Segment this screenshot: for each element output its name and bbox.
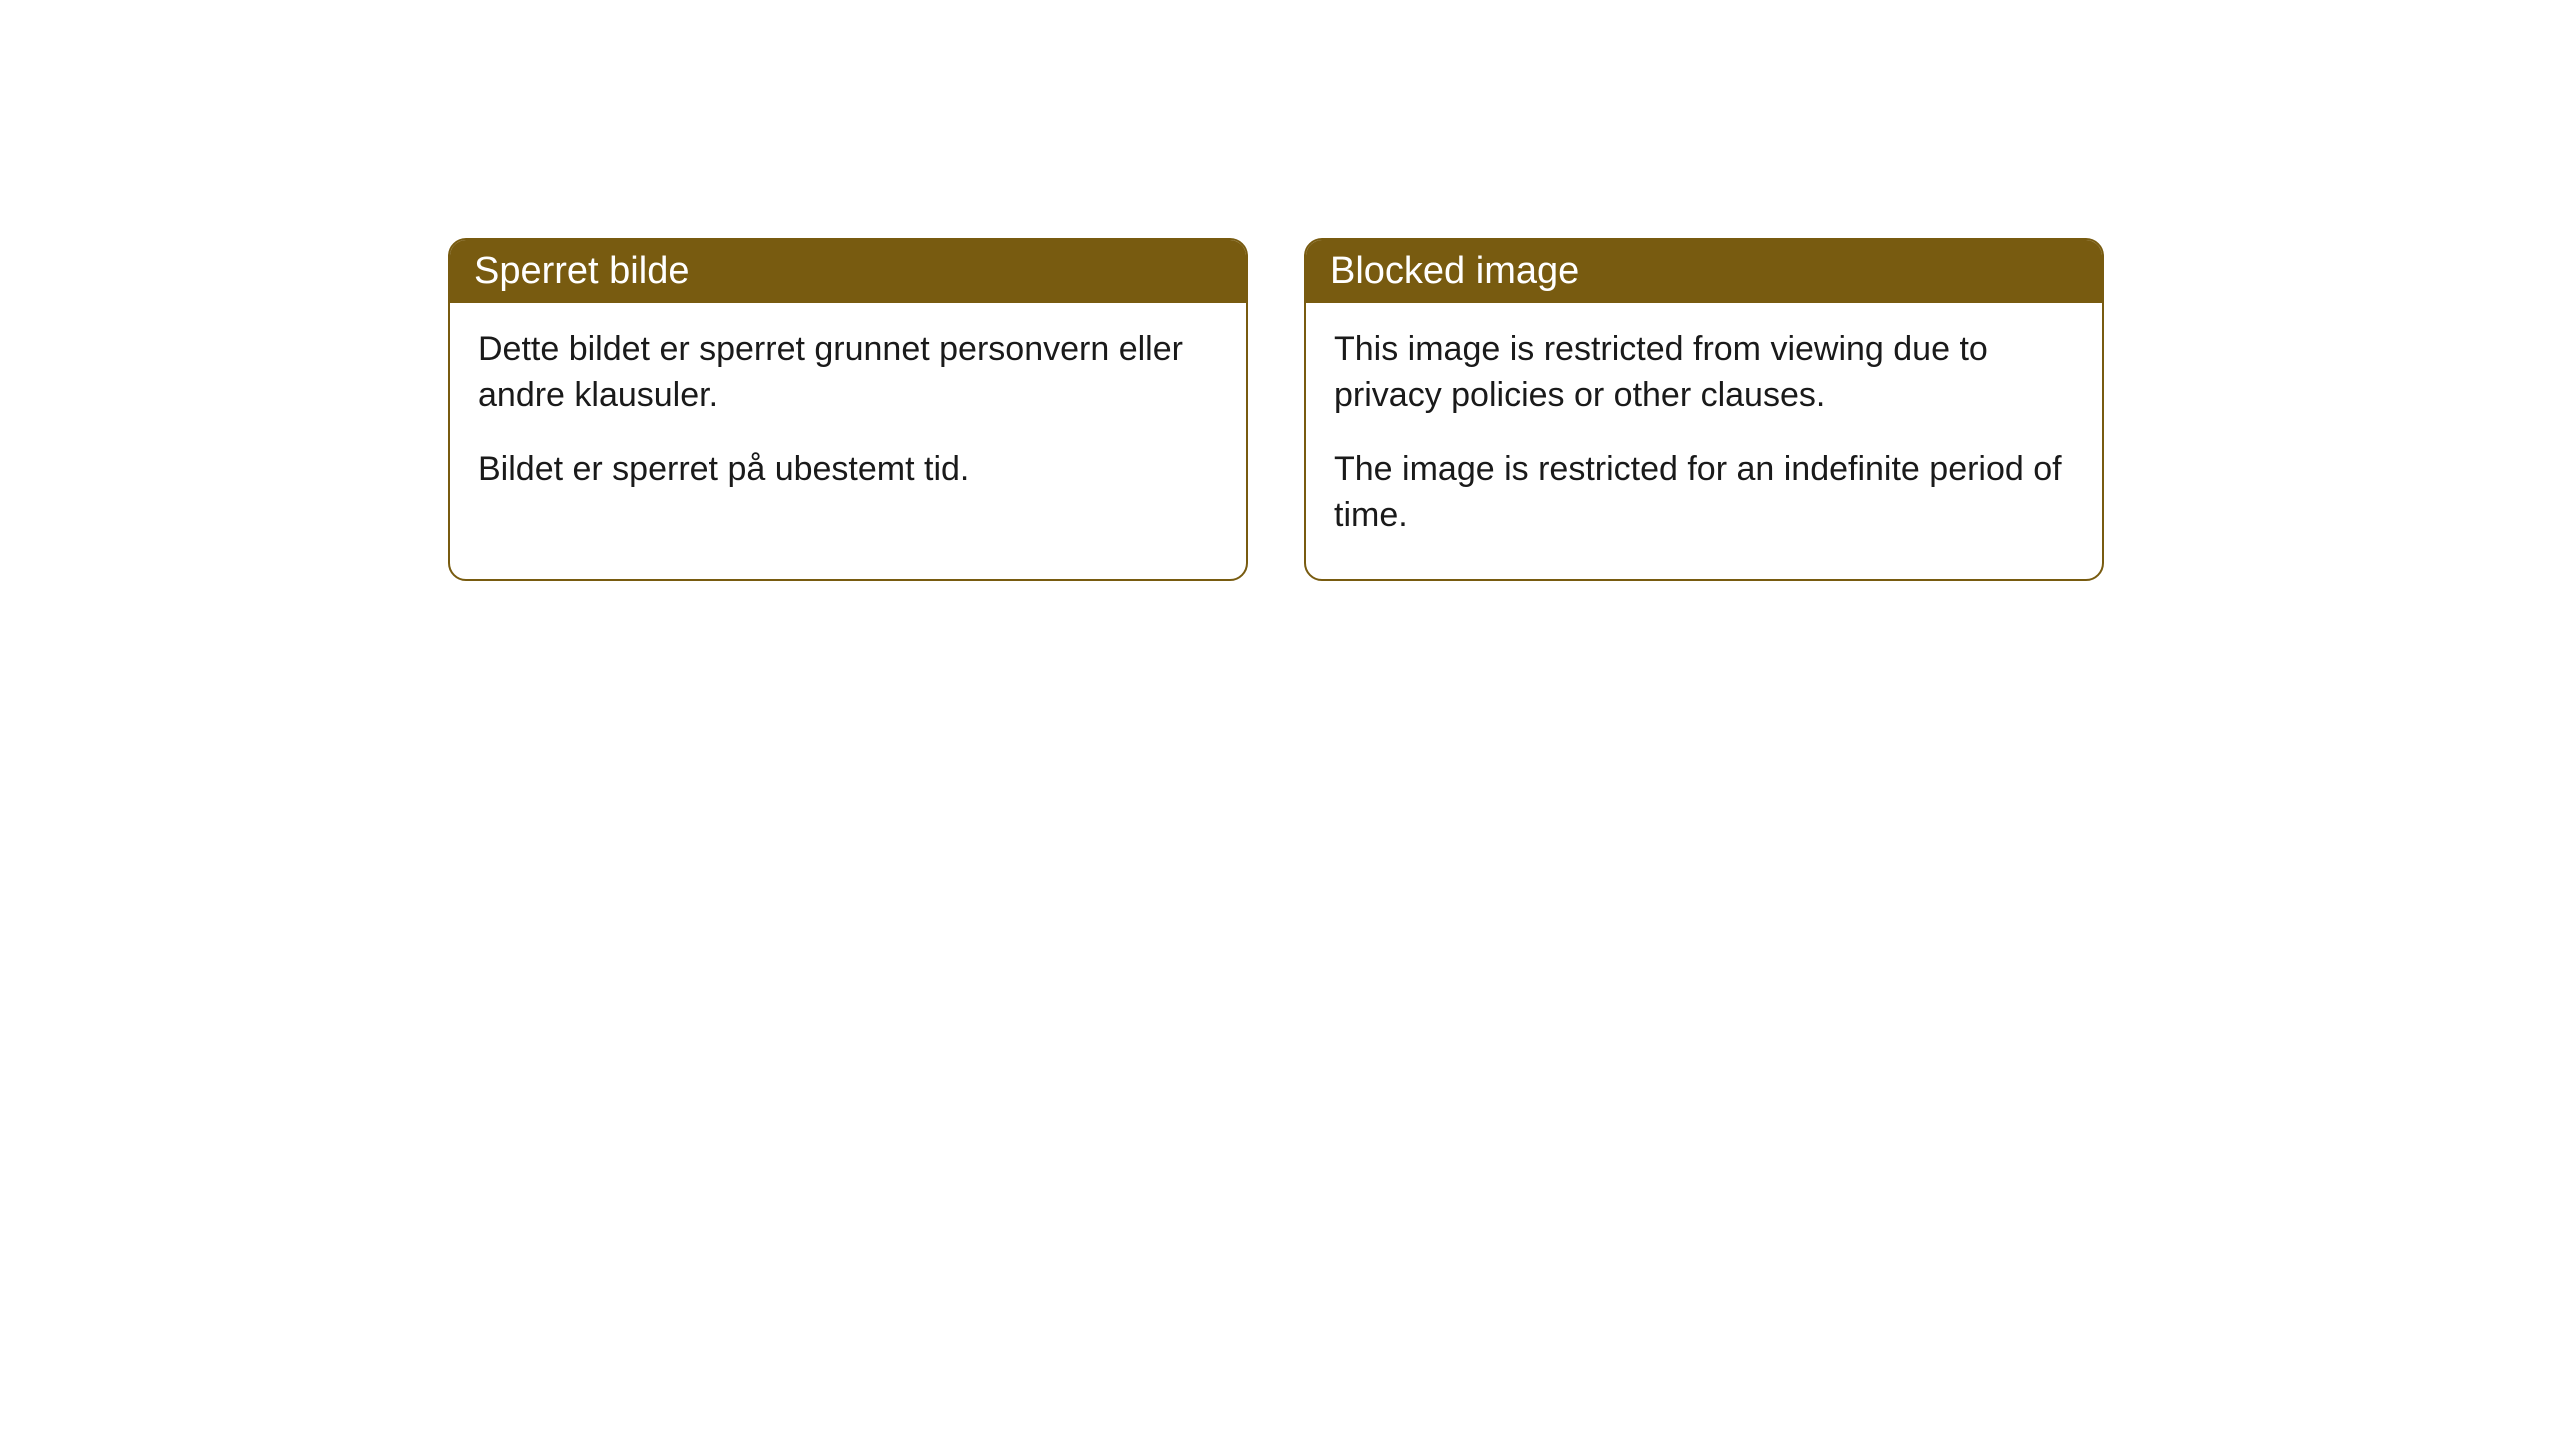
panel-norwegian: Sperret bilde Dette bildet er sperret gr… xyxy=(448,238,1248,581)
panel-title: Sperret bilde xyxy=(450,240,1246,303)
panel-title: Blocked image xyxy=(1306,240,2102,303)
panel-body: This image is restricted from viewing du… xyxy=(1306,303,2102,579)
panel-body: Dette bildet er sperret grunnet personve… xyxy=(450,303,1246,533)
panel-paragraph-1: Dette bildet er sperret grunnet personve… xyxy=(478,327,1218,419)
panel-paragraph-2: Bildet er sperret på ubestemt tid. xyxy=(478,447,1218,493)
panel-english: Blocked image This image is restricted f… xyxy=(1304,238,2104,581)
panel-paragraph-2: The image is restricted for an indefinit… xyxy=(1334,447,2074,539)
panels-container: Sperret bilde Dette bildet er sperret gr… xyxy=(448,238,2104,581)
panel-paragraph-1: This image is restricted from viewing du… xyxy=(1334,327,2074,419)
